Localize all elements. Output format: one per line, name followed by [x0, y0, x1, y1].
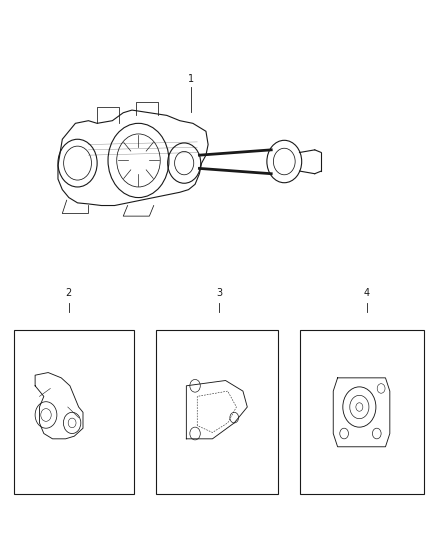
Text: 2: 2 [66, 288, 72, 298]
Bar [156, 330, 278, 495]
Text: 1: 1 [187, 74, 194, 84]
Text: 4: 4 [364, 288, 370, 298]
Bar [14, 330, 134, 495]
Bar [300, 330, 424, 495]
Text: 3: 3 [216, 288, 222, 298]
